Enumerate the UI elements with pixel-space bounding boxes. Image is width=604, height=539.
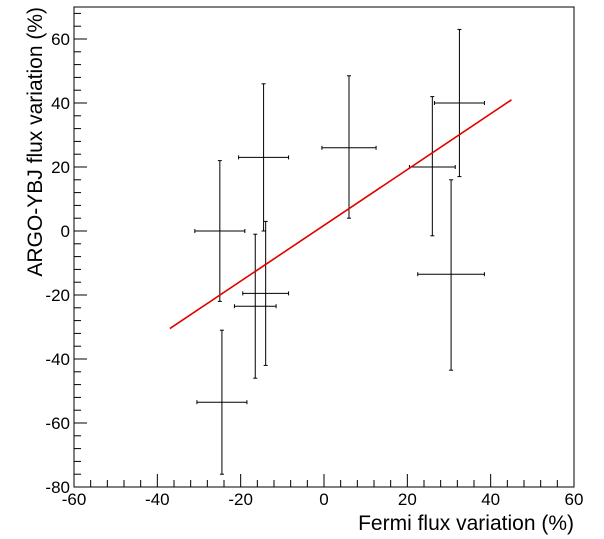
data-points	[194, 28, 485, 475]
y-tick-label: 0	[61, 222, 70, 241]
y-axis-title: ARGO-YBJ flux variation (%)	[24, 7, 47, 277]
x-axis-title: Fermi flux variation (%)	[358, 512, 574, 535]
y-tick-label: 60	[51, 30, 70, 49]
x-tick-label: 60	[565, 490, 584, 509]
y-tick-label: -40	[45, 350, 70, 369]
data-point	[433, 28, 485, 178]
data-point	[242, 220, 290, 366]
y-tick-label: 40	[51, 94, 70, 113]
data-point	[238, 83, 290, 232]
y-axis-ticks: -80 -60 -40 -20 0 20 40 60	[45, 12, 87, 497]
data-point	[321, 75, 377, 219]
data-point	[408, 96, 456, 237]
data-point	[194, 160, 246, 302]
y-tick-label: -80	[45, 478, 70, 497]
data-point	[196, 329, 248, 475]
y-tick-label: -60	[45, 414, 70, 433]
fit-line-group	[169, 99, 512, 330]
x-tick-label: 20	[398, 490, 417, 509]
data-point	[233, 233, 277, 379]
x-tick-label: 40	[481, 490, 500, 509]
x-tick-label: -20	[228, 490, 253, 509]
y-tick-label: -20	[45, 286, 70, 305]
y-tick-label: 20	[51, 158, 70, 177]
x-tick-label: -40	[145, 490, 170, 509]
fit-line	[169, 99, 512, 330]
data-point	[417, 179, 485, 371]
x-tick-label: -60	[62, 490, 87, 509]
x-tick-label: 0	[319, 490, 328, 509]
x-axis-ticks: -60 -40 -20 0 20 40 60	[62, 474, 584, 509]
plot-frame	[73, 6, 575, 488]
